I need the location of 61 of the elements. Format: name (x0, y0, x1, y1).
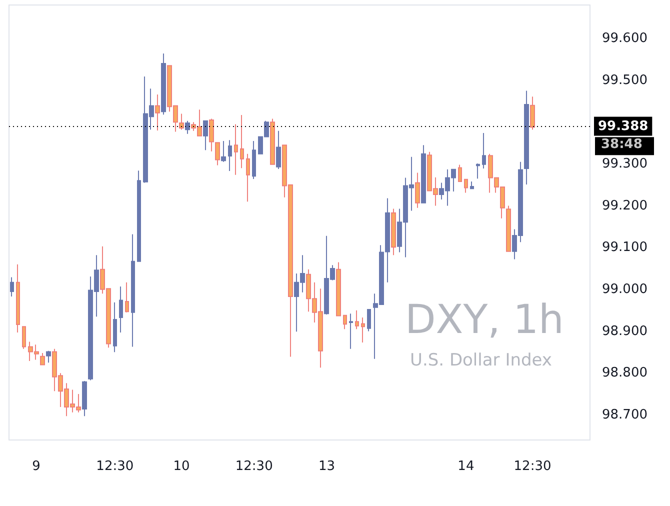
y-tick-label: 99.200 (602, 198, 648, 214)
candlestick (125, 282, 129, 313)
candlestick (458, 164, 462, 182)
candlestick (270, 118, 275, 166)
candlestick (203, 120, 208, 151)
candlestick (415, 172, 420, 208)
candlestick (179, 113, 184, 130)
candlestick (113, 302, 117, 353)
candlestick (482, 132, 486, 170)
y-tick-label: 99.300 (602, 156, 648, 172)
text: U.S. Dollar Index (410, 350, 552, 370)
candlestick (421, 144, 426, 204)
candlestick (252, 140, 256, 180)
candlestick (524, 90, 529, 185)
candlestick (131, 234, 135, 348)
candlestick (228, 140, 232, 172)
candlestick (137, 170, 141, 262)
candlestick (367, 309, 371, 332)
candlestick (82, 380, 87, 417)
candlestick (470, 181, 474, 190)
y-tick-label: 99.000 (602, 282, 648, 297)
candlestick (476, 163, 480, 180)
candlestick (530, 96, 535, 130)
candlestick (119, 286, 123, 334)
x-tick-label: 13 (318, 459, 336, 474)
candlestick (161, 53, 166, 116)
y-tick-label: 98.700 (602, 407, 648, 422)
candlestick (155, 94, 160, 131)
candlestick (246, 153, 250, 202)
candlestick (355, 310, 359, 330)
candlestick (276, 130, 281, 170)
x-tick-label: 10 (173, 459, 190, 474)
y-tick-label: 99.500 (602, 72, 648, 88)
candlestick (240, 114, 244, 169)
text: 38:48 (601, 137, 642, 152)
ref-line-label: 99.388 (598, 118, 648, 134)
candlestick (336, 262, 341, 316)
candlestick (391, 208, 396, 256)
y-tick-label: 99.100 (602, 240, 648, 256)
candlestick (46, 350, 51, 364)
candlestick (343, 314, 347, 330)
candlestick (361, 316, 365, 344)
candlestick (10, 276, 14, 298)
y-tick-label: 98.800 (602, 366, 648, 381)
x-tick-label: 12:30 (96, 459, 134, 474)
x-tick-label: 14 (458, 459, 474, 474)
x-tick-label: 12:30 (514, 459, 552, 474)
candlestick (22, 326, 26, 350)
candlestick (185, 120, 190, 134)
candlestick (40, 352, 45, 366)
x-tick-label: 9 (32, 459, 40, 474)
text: DXY, 1h (405, 297, 564, 343)
y-tick-label: 98.900 (602, 324, 648, 339)
y-tick-label: 99.600 (602, 30, 648, 46)
candlestick (464, 178, 468, 194)
candlestick (506, 205, 511, 252)
candlestick (234, 124, 238, 176)
x-tick-label: 12:30 (235, 459, 273, 474)
candlestick (221, 140, 226, 162)
candlestick (349, 313, 353, 350)
candlestick (16, 264, 20, 334)
